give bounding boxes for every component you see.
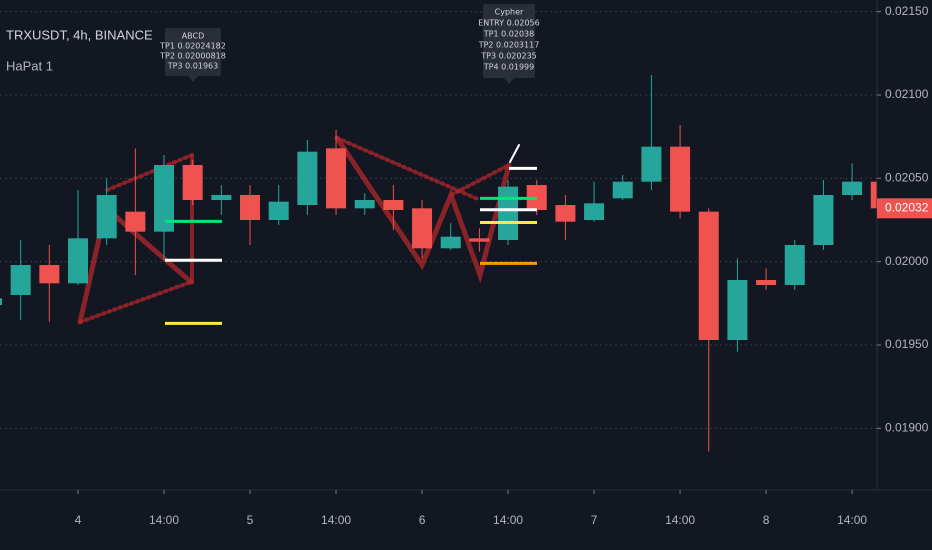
last-price-label: 0.02032 (885, 201, 929, 215)
candle-body (240, 195, 261, 220)
candle-body (211, 195, 232, 200)
y-tick-label: 0.02000 (885, 254, 929, 268)
axes: 0.02150 0.02100 0.02050 0.02000 0.01950 0.019… (75, 4, 932, 527)
candle-body (555, 205, 576, 222)
candle-body (440, 236, 461, 249)
candle-body (756, 280, 777, 285)
annotation-text: TP2 0.02000818 (159, 52, 226, 61)
annotation-text: ABCD (182, 32, 205, 41)
chart-title: TRXUSDT, 4h, BINANCE (6, 27, 153, 42)
candle-body (125, 211, 146, 232)
candle-body (641, 146, 662, 182)
x-tick-label: 4 (75, 513, 82, 527)
y-tick-label: 0.01950 (885, 337, 929, 351)
grid (0, 11, 877, 429)
candle-body (96, 195, 117, 239)
annotation-text: TP1 0.02024182 (159, 42, 226, 51)
candle-body (469, 238, 490, 242)
candle-body (354, 200, 375, 209)
x-tick-label: 14:00 (665, 513, 695, 527)
candle-body (813, 195, 834, 245)
annotation-text: Cypher (495, 8, 524, 17)
annotation-text: TP3 0.020235 (480, 52, 537, 61)
x-tick-label: 6 (419, 513, 426, 527)
cypher-dotted (335, 136, 482, 202)
annotation-text: TP4 0.01999 (483, 63, 534, 72)
candle-body (498, 186, 519, 240)
candle-body (268, 201, 289, 220)
candle-body (584, 203, 605, 220)
candle-body (698, 211, 719, 340)
x-tick-label: 14:00 (493, 513, 523, 527)
annotation-box (483, 4, 535, 78)
x-tick-label: 7 (591, 513, 598, 527)
candle-body (842, 181, 863, 195)
candle-body (68, 238, 89, 284)
candles (0, 75, 877, 452)
candle-body (612, 181, 633, 199)
annotation-text: TP3 0.01963 (167, 62, 218, 71)
y-tick-label: 0.01900 (885, 421, 929, 435)
x-tick-label: 14:00 (837, 513, 867, 527)
x-tick-label: 14:00 (321, 513, 351, 527)
y-tick-label: 0.02100 (885, 87, 929, 101)
candle-body (326, 148, 347, 209)
candle-body (870, 181, 877, 209)
candle-body (383, 200, 404, 210)
annotation-text: TP2 0.0203117 (478, 41, 540, 50)
last-price-box (877, 198, 932, 219)
annotation-pointer (504, 78, 514, 84)
cypher-dotted (449, 163, 511, 197)
y-tick-label: 0.02150 (885, 4, 929, 18)
annotation-pointer (188, 76, 198, 82)
plot-area (0, 75, 877, 452)
cypher-marker (509, 144, 520, 163)
candle-body (182, 165, 203, 200)
y-tick-label: 0.02050 (885, 171, 929, 185)
x-tick-label: 5 (247, 513, 254, 527)
x-tick-label: 14:00 (149, 513, 179, 527)
chart-subtitle: HaPat 1 (6, 58, 53, 73)
annotation-text: TP1 0.02038 (483, 30, 534, 39)
candle-body (784, 245, 805, 285)
candle-body (154, 165, 175, 232)
candle-body (297, 151, 318, 205)
candle-body (0, 298, 2, 305)
candle-body (10, 265, 31, 295)
candle-body (670, 146, 691, 212)
candle-body (727, 280, 748, 340)
annotation-text: ENTRY 0.02056 (478, 19, 539, 28)
candle-body (412, 208, 433, 249)
x-tick-label: 8 (763, 513, 770, 527)
abcd-dotted (78, 280, 193, 324)
candle-body (39, 265, 60, 284)
annotation-box (165, 28, 221, 76)
target-levels (165, 166, 537, 325)
abcd-dotted (105, 153, 194, 192)
